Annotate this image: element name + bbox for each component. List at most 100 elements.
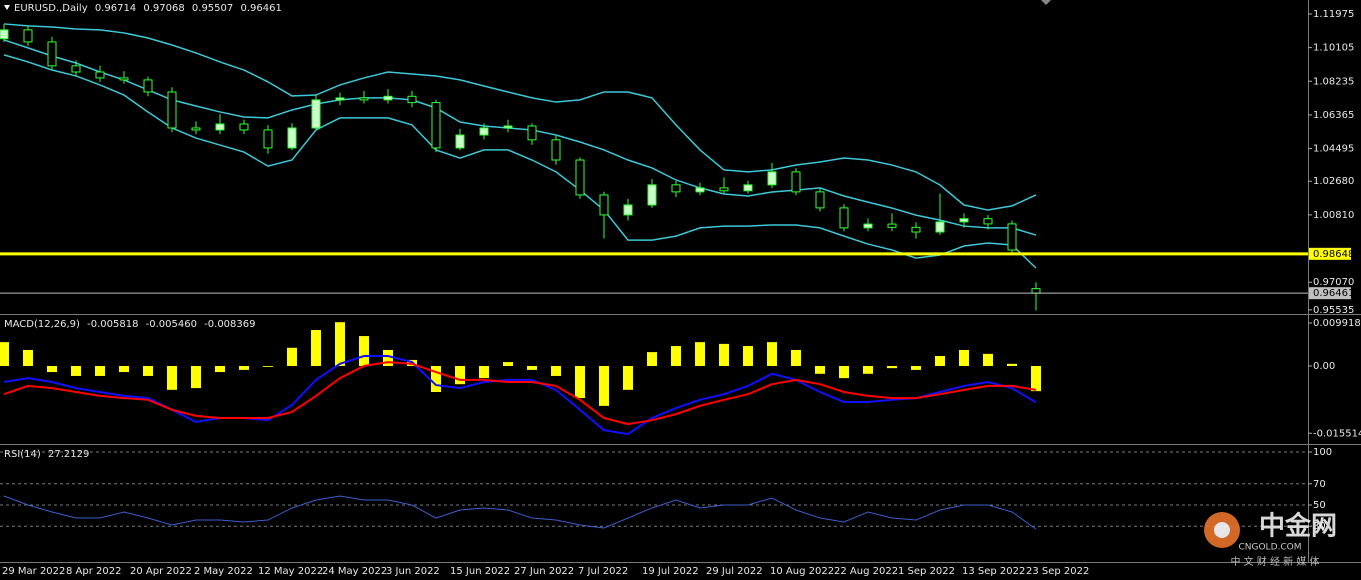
close-readout: 0.96461 — [240, 3, 281, 14]
candle-body — [191, 127, 201, 131]
candle-body — [695, 187, 705, 193]
rsi-readout: 27.2129 — [48, 449, 89, 460]
candle-body — [0, 29, 9, 40]
candle-body — [743, 184, 753, 192]
macd-title: MACD(12,26,9) — [4, 319, 80, 330]
macd-histogram-bar — [335, 322, 345, 366]
bollinger-lower — [3, 54, 1037, 269]
watermark: 中金网 CNGOLD.COM 中 文 财 经 新 媒 体 — [1204, 511, 1337, 568]
candle-body — [455, 134, 465, 149]
watermark-slogan: 中 文 财 经 新 媒 体 — [1230, 555, 1319, 568]
y-tick-label: 0.009918 — [1313, 318, 1361, 329]
candle-body — [215, 123, 225, 131]
macd-histogram-bar — [455, 365, 465, 385]
y-tick-label: 1.11975 — [1313, 9, 1354, 20]
macd-histogram-bar — [551, 365, 561, 376]
x-tick-label: 19 Jul 2022 — [642, 566, 699, 577]
macd-histogram-bar — [743, 346, 753, 366]
bollinger-upper — [3, 23, 1037, 211]
candle-body — [359, 97, 369, 101]
candle-body — [983, 218, 993, 225]
scroll-marker — [1041, 0, 1051, 5]
macd-histogram-bar — [191, 365, 201, 389]
macd-histogram-bar — [695, 342, 705, 366]
low-readout: 0.95507 — [192, 3, 233, 14]
x-tick-label: 1 Sep 2022 — [898, 566, 955, 577]
macd-histogram-bar — [911, 365, 921, 370]
price-header: EURUSD.,Daily 0.96714 0.97068 0.95507 0.… — [14, 3, 282, 14]
macd-header: MACD(12,26,9) -0.005818 -0.005460 -0.008… — [4, 319, 256, 330]
macd-histogram-bar — [647, 352, 657, 366]
macd-histogram-bar — [119, 365, 129, 373]
macd-histogram-bar — [791, 349, 801, 366]
y-tick-label: 100 — [1313, 447, 1332, 458]
y-tick-label: 1.08235 — [1313, 76, 1354, 87]
y-tick-label: 70 — [1313, 479, 1326, 490]
macd-histogram-bar — [623, 365, 633, 390]
menu-arrow — [4, 5, 10, 10]
candle-body — [767, 171, 777, 186]
macd-histogram-bar — [239, 365, 249, 370]
high-readout: 0.97068 — [143, 3, 184, 14]
candle-body — [575, 159, 585, 196]
macd-readout: -0.005460 — [146, 319, 197, 330]
y-tick-label: 30 — [1313, 521, 1326, 532]
candle-body — [431, 102, 441, 149]
macd-readout: -0.008369 — [204, 319, 255, 330]
x-tick-label: 23 Sep 2022 — [1026, 566, 1089, 577]
candle-body — [407, 95, 417, 104]
y-tick-label: 50 — [1313, 500, 1326, 511]
macd-histogram-bar — [23, 349, 33, 366]
candle-body — [527, 125, 537, 141]
macd-histogram-bar — [815, 365, 825, 374]
candle-body — [23, 29, 33, 43]
macd-histogram-bar — [95, 365, 105, 376]
macd-histogram-bar — [143, 365, 153, 376]
candle-body — [863, 223, 873, 229]
candle-body — [671, 184, 681, 193]
x-tick-label: 27 Jun 2022 — [514, 566, 574, 577]
candle-body — [167, 91, 177, 129]
x-tick-label: 2 May 2022 — [194, 566, 253, 577]
y-tick-label: 1.04495 — [1313, 144, 1354, 155]
macd-histogram-bar — [47, 365, 57, 373]
macd-histogram-bar — [575, 365, 585, 399]
candle-body — [95, 71, 105, 79]
macd-histogram-bar — [935, 356, 945, 366]
candle-body — [1031, 288, 1041, 294]
macd-histogram-bar — [431, 365, 441, 393]
rsi-line — [3, 495, 1037, 530]
macd-histogram-bar — [503, 362, 513, 366]
macd-histogram-bar — [383, 349, 393, 366]
watermark-brand: 中金网 — [1259, 511, 1337, 542]
candle-body — [959, 218, 969, 223]
macd-histogram-bar — [479, 365, 489, 379]
candle-body — [119, 77, 129, 81]
logo-inner — [1214, 522, 1230, 538]
y-tick-label: 0.95535 — [1313, 305, 1354, 316]
y-tick-label: 1.02680 — [1313, 176, 1354, 187]
open-readout: 0.96714 — [95, 3, 136, 14]
rsi-header: RSI(14) 27.2129 — [4, 449, 89, 460]
candle-body — [71, 65, 81, 73]
candle-body — [839, 207, 849, 229]
macd-histogram-bar — [719, 343, 729, 366]
x-tick-label: 13 Sep 2022 — [962, 566, 1025, 577]
candle-body — [935, 221, 945, 233]
x-tick-label: 7 Jul 2022 — [578, 566, 628, 577]
price-level-label: 0.96461 — [1313, 288, 1354, 299]
macd-histogram-bar — [1007, 363, 1017, 366]
macd-histogram-bar — [167, 365, 177, 390]
price-level-box — [1309, 287, 1351, 300]
frame — [0, 0, 1361, 563]
x-tick-label: 24 May 2022 — [322, 566, 387, 577]
macd-readout: -0.005818 — [87, 319, 138, 330]
y-tick-label: 1.00810 — [1313, 210, 1354, 221]
candle-body — [551, 139, 561, 161]
candle-body — [647, 184, 657, 206]
macd-histogram-bar — [959, 349, 969, 366]
candle-body — [47, 41, 57, 67]
candle-body — [335, 97, 345, 101]
